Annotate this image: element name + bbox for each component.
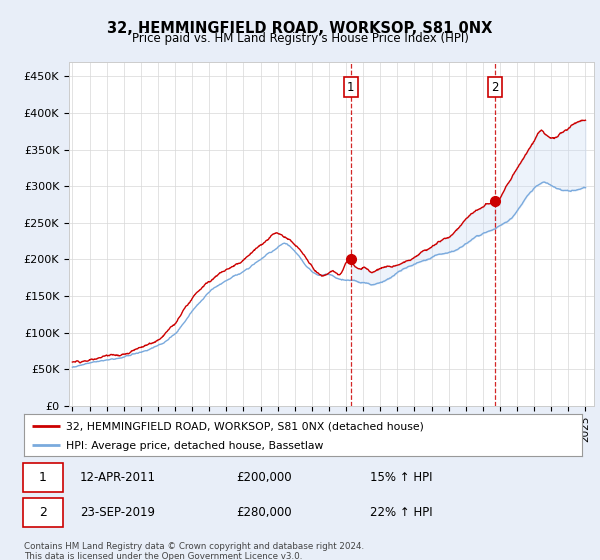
- Text: £280,000: £280,000: [236, 506, 292, 519]
- Text: £200,000: £200,000: [236, 471, 292, 484]
- Text: 1: 1: [39, 471, 47, 484]
- Text: 22% ↑ HPI: 22% ↑ HPI: [370, 506, 433, 519]
- Text: Contains HM Land Registry data © Crown copyright and database right 2024.
This d: Contains HM Land Registry data © Crown c…: [24, 542, 364, 560]
- Text: 32, HEMMINGFIELD ROAD, WORKSOP, S81 0NX (detached house): 32, HEMMINGFIELD ROAD, WORKSOP, S81 0NX …: [66, 422, 424, 432]
- Text: 1: 1: [347, 81, 355, 94]
- Text: 12-APR-2011: 12-APR-2011: [80, 471, 156, 484]
- Text: HPI: Average price, detached house, Bassetlaw: HPI: Average price, detached house, Bass…: [66, 441, 323, 451]
- Text: 23-SEP-2019: 23-SEP-2019: [80, 506, 155, 519]
- Text: 15% ↑ HPI: 15% ↑ HPI: [370, 471, 433, 484]
- FancyBboxPatch shape: [23, 463, 63, 492]
- Text: 2: 2: [39, 506, 47, 519]
- FancyBboxPatch shape: [23, 498, 63, 527]
- Text: 32, HEMMINGFIELD ROAD, WORKSOP, S81 0NX: 32, HEMMINGFIELD ROAD, WORKSOP, S81 0NX: [107, 21, 493, 36]
- Text: 2: 2: [491, 81, 499, 94]
- Text: Price paid vs. HM Land Registry's House Price Index (HPI): Price paid vs. HM Land Registry's House …: [131, 32, 469, 45]
